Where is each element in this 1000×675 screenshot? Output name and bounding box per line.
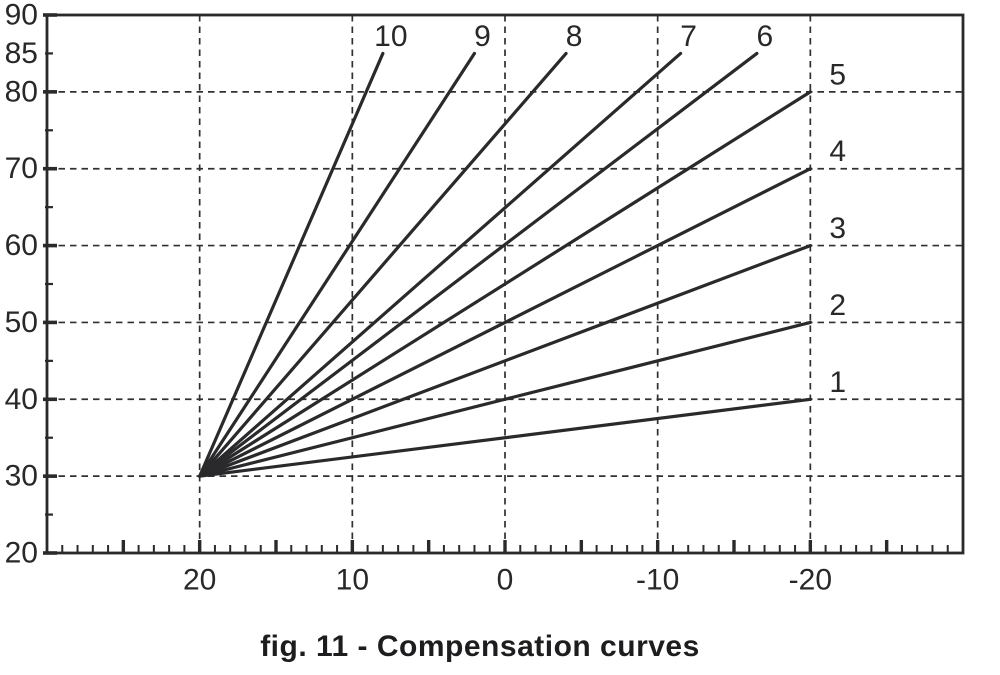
y-tick-label-85: 85 [5, 37, 38, 70]
x-tick-label-10: 10 [336, 564, 369, 597]
curve-label-1: 1 [829, 366, 846, 399]
curve-line-6 [198, 51, 759, 478]
y-tick-label-70: 70 [5, 152, 38, 185]
curve-line-9 [198, 51, 477, 478]
curve-label-10: 10 [374, 20, 407, 53]
curve-line-8 [198, 51, 568, 478]
curve-line-2 [198, 320, 812, 478]
y-tick-label-20: 20 [5, 537, 38, 570]
y-tick-label-90: 90 [5, 0, 38, 32]
curve-line-5 [198, 90, 812, 478]
curve-line-3 [198, 243, 812, 478]
curve-label-6: 6 [757, 20, 774, 53]
x-tick-label-20: 20 [183, 564, 216, 597]
y-tick-label-30: 30 [5, 460, 38, 493]
y-tick-label-40: 40 [5, 383, 38, 416]
plot-border [45, 13, 965, 555]
curve-label-5: 5 [829, 58, 846, 91]
curve-label-3: 3 [829, 212, 846, 245]
y-tick-label-80: 80 [5, 75, 38, 108]
x-tick-label-0: 0 [497, 564, 514, 597]
curve-line-10 [198, 51, 385, 478]
curve-line-7 [198, 51, 683, 478]
curve-label-9: 9 [474, 20, 491, 53]
x-tick-label--10: -10 [636, 564, 679, 597]
x-tick-label--20: -20 [789, 564, 832, 597]
curve-line-1 [198, 397, 812, 478]
curve-label-4: 4 [829, 135, 846, 168]
y-tick-label-50: 50 [5, 306, 38, 339]
curve-line-4 [198, 167, 812, 478]
curve-label-2: 2 [829, 289, 846, 322]
y-tick-label-60: 60 [5, 229, 38, 262]
figure-caption: fig. 11 - Compensation curves [260, 630, 700, 663]
compensation-chart: 20 10 0 -10 -20 90 85 80 70 60 50 40 30 20 1 2 3 4 5 6 7 8 9 10 [5, 0, 965, 597]
curve-label-7: 7 [680, 20, 697, 53]
curve-label-8: 8 [566, 20, 583, 53]
